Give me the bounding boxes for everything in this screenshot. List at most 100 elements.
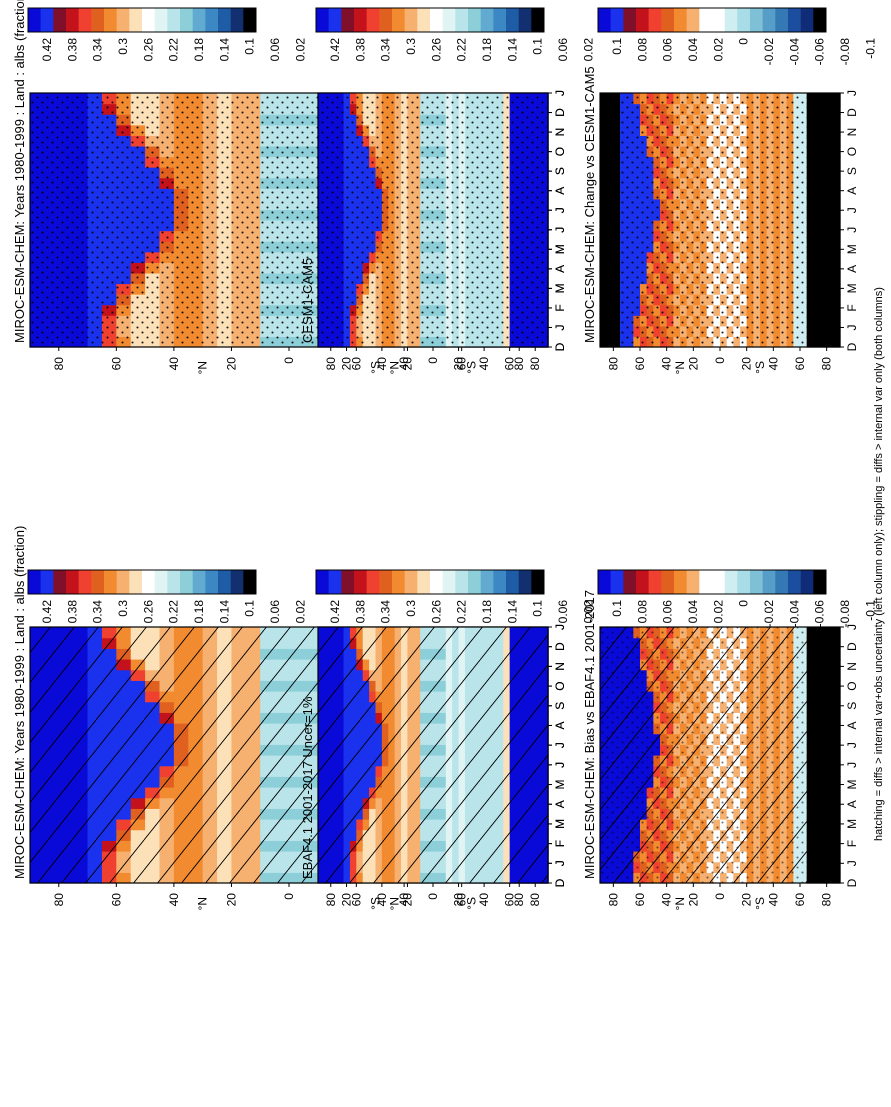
lat-tick-label: 0 <box>282 357 296 364</box>
colorbar-swatch <box>129 8 143 32</box>
lat-tick-label: 40 <box>766 893 780 907</box>
colorbar-tick-label: -0.06 <box>813 600 827 628</box>
month-tick-label: A <box>553 187 567 195</box>
colorbar-swatch <box>192 570 206 594</box>
colorbar-tick-label: 0 <box>737 600 751 607</box>
month-tick-label: S <box>553 167 567 175</box>
colorbar-swatch <box>78 570 92 594</box>
lat-tick-label: 60 <box>455 893 469 907</box>
lat-unit-label: °S <box>753 897 767 910</box>
panel-bottom-left: MIROC-ESM-CHEM: Bias vs EBAF4.1 2001-201… <box>582 569 877 910</box>
lat-tick-label: 40 <box>660 893 674 907</box>
lat-tick-label: 80 <box>324 893 338 907</box>
colorbar-swatch <box>167 8 181 32</box>
colorbar-frame <box>27 7 257 33</box>
month-tick-label: M <box>553 283 567 293</box>
lat-tick-label: 60 <box>503 357 517 371</box>
month-tick-label: M <box>553 244 567 254</box>
month-tick-label: J <box>553 860 567 866</box>
colorbar-swatch <box>104 8 117 32</box>
colorbar-swatch <box>366 8 380 32</box>
month-tick-label: J <box>553 324 567 330</box>
lat-unit-label: °N <box>388 897 402 910</box>
panel-bottom-right: MIROC-ESM-CHEM: Change vs CESM1-CAM5DJFM… <box>582 7 877 374</box>
lat-tick-label: 80 <box>512 893 526 907</box>
month-tick-label: N <box>553 128 567 137</box>
colorbar-swatch <box>404 8 418 32</box>
colorbar-tick-label: -0.1 <box>863 600 877 621</box>
lat-unit-label: °S <box>368 361 382 374</box>
month-tick-label: M <box>553 283 567 293</box>
month-tick-label: M <box>845 819 859 829</box>
month-tick-label: A <box>553 800 567 808</box>
lat-tick-label: 20 <box>400 893 414 907</box>
month-tick-label: D <box>553 342 567 351</box>
lat-tick-label: 60 <box>503 893 517 907</box>
colorbar-swatch <box>636 570 649 594</box>
colorbar-tick-label: 0.3 <box>404 600 418 617</box>
month-tick-label: N <box>553 128 567 137</box>
colorbar-tick-label: 0.06 <box>556 38 570 62</box>
lat-tick-label: 20 <box>224 893 238 907</box>
colorbar-swatch <box>468 8 481 32</box>
month-tick-label: J <box>845 742 859 748</box>
colorbar-swatch <box>762 570 776 594</box>
panel-title: MIROC-ESM-CHEM: Years 1980-1999 : Land :… <box>12 526 27 879</box>
colorbar-tick-label: 0.3 <box>116 38 130 55</box>
colorbar-swatch <box>230 8 244 32</box>
colorbar-tick-label: 0.14 <box>217 38 231 62</box>
colorbar-swatch <box>442 8 456 32</box>
colorbar-tick-label: 0.18 <box>480 600 494 624</box>
colorbar-swatch <box>674 570 687 594</box>
colorbar-swatch <box>699 570 713 594</box>
colorbar-tick-label: 0.1 <box>531 600 545 617</box>
colorbar-swatch <box>724 570 738 594</box>
lat-tick-label: 40 <box>397 893 411 907</box>
colorbar-swatch <box>737 570 751 594</box>
colorbar-swatch <box>192 8 206 32</box>
colorbar-swatch <box>154 570 168 594</box>
colorbar-frame <box>597 569 827 595</box>
colorbar-swatch <box>686 570 700 594</box>
month-tick-label: J <box>553 227 567 233</box>
colorbar-tick-label: 0.42 <box>40 38 54 62</box>
lat-tick-label: 20 <box>686 893 700 907</box>
colorbar-tick-label: 0.1 <box>610 600 624 617</box>
month-tick-label: J <box>553 624 567 630</box>
colorbar-tick-label: 0.06 <box>268 600 282 624</box>
month-tick-label: J <box>553 624 567 630</box>
month-tick-label: J <box>553 207 567 213</box>
month-tick-label: M <box>553 780 567 790</box>
colorbar: 0.42 0.38 0.34 0.3 0.26 0.22 0.18 0.14 0.1 0.06 0.… <box>27 569 307 624</box>
colorbar-tick-label: 0.02 <box>581 600 595 624</box>
colorbar-tick-label: 0.08 <box>635 600 649 624</box>
colorbar-swatch <box>328 8 342 32</box>
month-tick-label: J <box>553 90 567 96</box>
colorbar-frame <box>315 569 545 595</box>
colorbar-swatch <box>417 570 431 594</box>
colorbar-swatch <box>518 570 532 594</box>
colorbar-tick-label: 0.1 <box>531 38 545 55</box>
panel-title: CESM1-CAM5 <box>300 258 315 343</box>
month-tick-label: D <box>553 642 567 651</box>
lat-tick-label: 20 <box>340 893 354 907</box>
lat-unit-label: °N <box>673 897 687 910</box>
colorbar-swatch <box>341 8 355 32</box>
month-tick-label: M <box>553 819 567 829</box>
colorbar-swatch <box>648 570 662 594</box>
month-tick-label: J <box>553 762 567 768</box>
colorbar-swatch <box>28 570 41 594</box>
colorbar-swatch <box>455 570 469 594</box>
month-tick-label: M <box>553 780 567 790</box>
colorbar-swatch <box>598 570 611 594</box>
colorbar-swatch <box>531 8 545 32</box>
lat-unit-label: °N <box>196 897 210 910</box>
colorbar-swatch <box>91 8 105 32</box>
colorbar-swatch <box>493 8 507 32</box>
lat-tick-label: 40 <box>477 893 491 907</box>
lat-tick-label: 20 <box>452 357 466 371</box>
colorbar-swatch <box>104 570 117 594</box>
month-tick-label: J <box>553 90 567 96</box>
